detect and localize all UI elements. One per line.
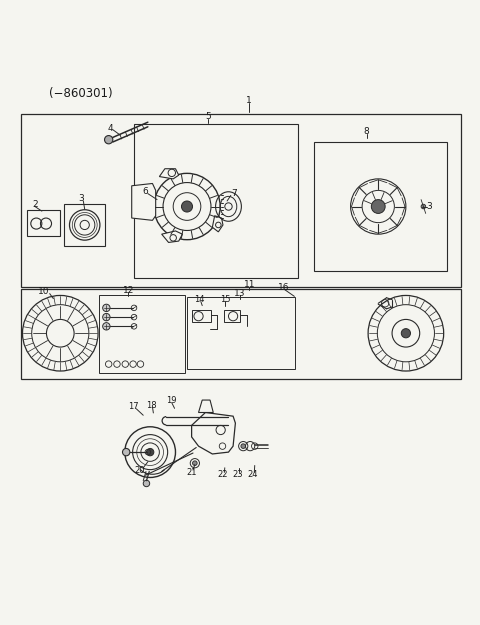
Circle shape xyxy=(192,461,197,466)
Polygon shape xyxy=(132,184,156,221)
Bar xyxy=(21,114,461,287)
Bar xyxy=(134,124,298,278)
Bar xyxy=(21,289,461,379)
Text: 15: 15 xyxy=(220,295,230,304)
Text: 5: 5 xyxy=(205,112,211,121)
Text: (−860301): (−860301) xyxy=(49,87,112,100)
Text: 12: 12 xyxy=(123,286,134,295)
Text: 7: 7 xyxy=(231,189,237,198)
Text: 21: 21 xyxy=(186,468,197,477)
Circle shape xyxy=(103,313,110,321)
Polygon shape xyxy=(224,310,240,322)
Polygon shape xyxy=(192,310,211,322)
Text: 4: 4 xyxy=(107,124,113,132)
Polygon shape xyxy=(192,412,235,454)
Polygon shape xyxy=(159,169,179,179)
Circle shape xyxy=(143,480,150,487)
Text: 2: 2 xyxy=(32,200,38,209)
Bar xyxy=(314,142,447,271)
Circle shape xyxy=(401,329,410,338)
Text: 17: 17 xyxy=(128,402,138,411)
Text: 23: 23 xyxy=(232,470,242,479)
Circle shape xyxy=(122,448,130,456)
Bar xyxy=(64,204,106,246)
Text: 3: 3 xyxy=(426,202,432,211)
Circle shape xyxy=(421,204,426,209)
Circle shape xyxy=(103,322,110,330)
Circle shape xyxy=(181,201,192,212)
Text: 16: 16 xyxy=(278,282,289,292)
Bar xyxy=(27,210,60,236)
Text: 19: 19 xyxy=(166,396,176,406)
Polygon shape xyxy=(162,231,182,242)
Polygon shape xyxy=(212,216,223,232)
Text: 1: 1 xyxy=(246,96,252,105)
Text: 20: 20 xyxy=(135,466,145,474)
Text: 10: 10 xyxy=(38,288,50,296)
Circle shape xyxy=(146,448,154,456)
Text: 13: 13 xyxy=(234,289,246,298)
Bar xyxy=(99,295,185,373)
Text: 11: 11 xyxy=(243,281,255,289)
Text: 24: 24 xyxy=(248,470,258,479)
Text: 18: 18 xyxy=(146,401,156,409)
Circle shape xyxy=(103,304,110,312)
Circle shape xyxy=(372,199,385,213)
Text: 8: 8 xyxy=(364,127,370,136)
Text: 3: 3 xyxy=(78,194,84,203)
Text: 6: 6 xyxy=(143,188,148,196)
Text: 22: 22 xyxy=(218,470,228,479)
Circle shape xyxy=(105,136,113,144)
Circle shape xyxy=(241,444,246,448)
Text: 14: 14 xyxy=(194,295,204,304)
Bar xyxy=(187,298,295,369)
Polygon shape xyxy=(199,400,213,412)
